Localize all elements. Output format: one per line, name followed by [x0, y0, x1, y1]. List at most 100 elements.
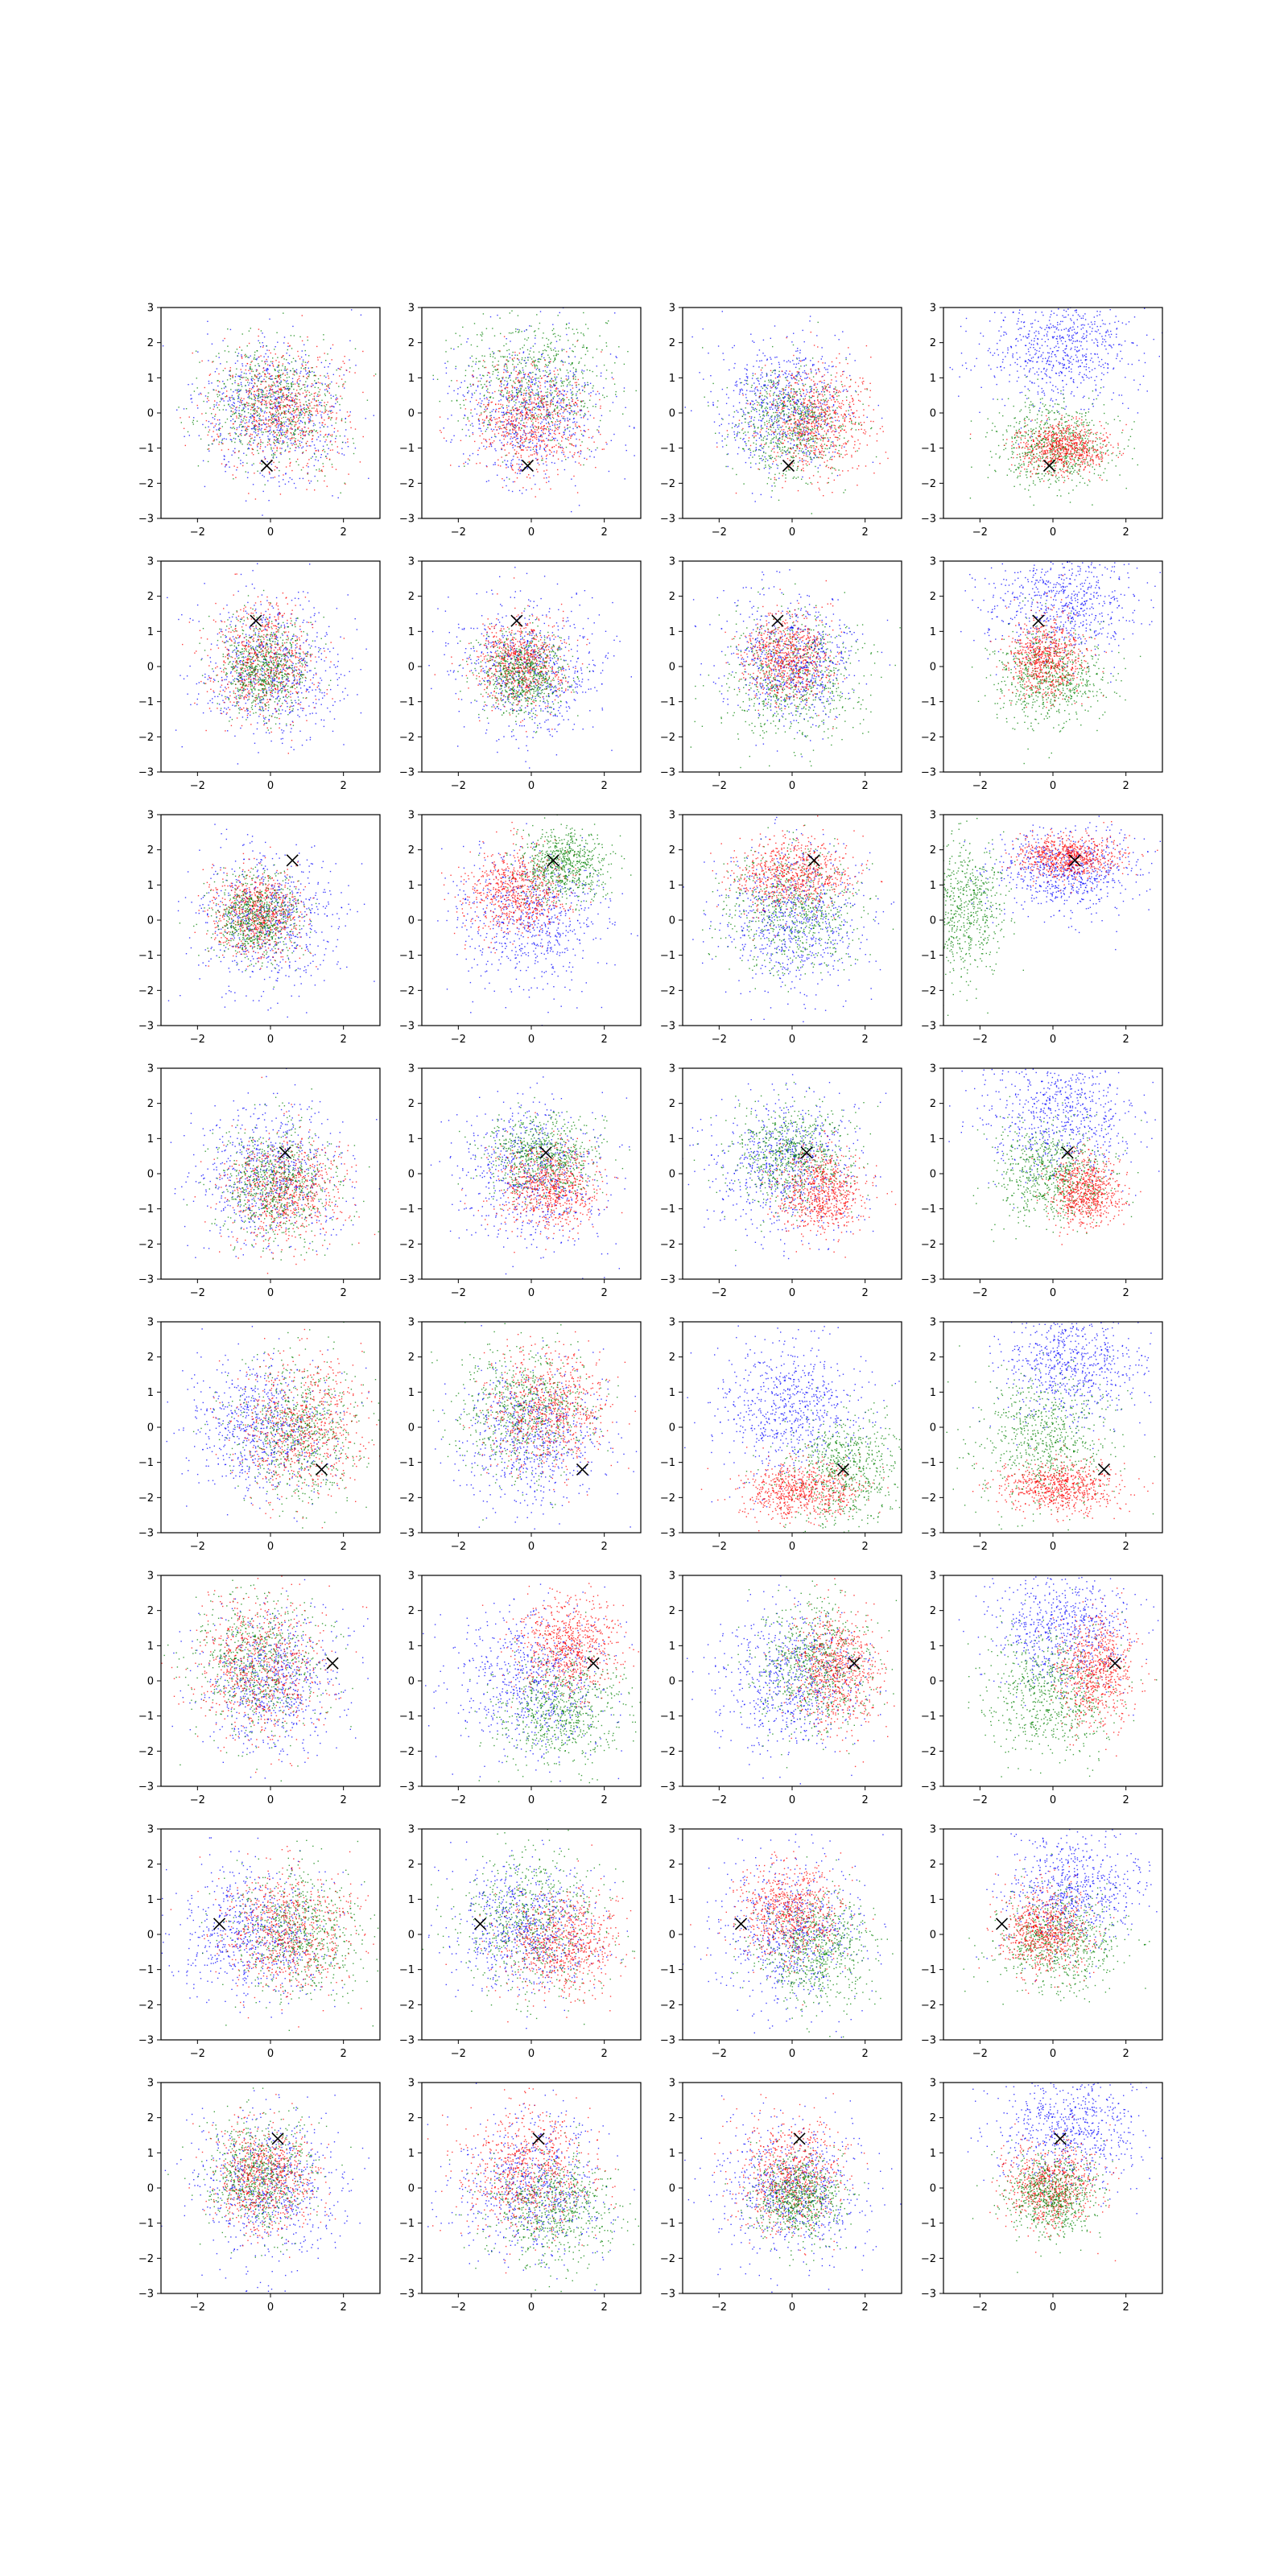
scatter-point [503, 445, 504, 446]
scatter-point [526, 426, 527, 427]
scatter-point [556, 428, 557, 429]
scatter-point [761, 404, 762, 405]
scatter-point [767, 388, 768, 389]
scatter-point [470, 384, 471, 385]
scatter-point [703, 328, 704, 329]
scatter-point [295, 447, 296, 448]
scatter-point [547, 346, 548, 347]
scatter-point [264, 423, 265, 424]
scatter-point [249, 419, 250, 420]
scatter-point [467, 387, 468, 388]
scatter-point [574, 454, 575, 455]
scatter-point [818, 433, 819, 434]
scatter-point [265, 429, 266, 430]
scatter-point [600, 434, 601, 435]
scatter-point [540, 416, 541, 417]
scatter-point [526, 411, 527, 412]
scatter-point [624, 364, 625, 365]
scatter-point [761, 436, 762, 437]
scatter-point [783, 415, 784, 416]
scatter-point [478, 402, 479, 403]
scatter-point [503, 431, 504, 432]
scatter-point [248, 370, 249, 371]
scatter-point [728, 466, 729, 467]
scatter-point [540, 311, 541, 312]
scatter-point [561, 415, 562, 416]
scatter-point [284, 411, 285, 412]
scatter-point [572, 376, 573, 377]
scatter-point [258, 328, 259, 329]
scatter-point [239, 415, 240, 416]
scatter-point [757, 354, 758, 355]
scatter-point [595, 449, 596, 450]
scatter-point [477, 386, 478, 387]
scatter-point [208, 431, 209, 432]
scatter-point [755, 408, 756, 409]
scatter-point [283, 434, 284, 435]
scatter-point [539, 417, 540, 418]
scatter-point [520, 415, 521, 416]
scatter-point [269, 473, 270, 474]
scatter-point [544, 395, 545, 396]
scatter-point [278, 442, 279, 443]
scatter-point [322, 424, 323, 425]
scatter-point [573, 373, 574, 374]
scatter-point [465, 424, 466, 425]
scatter-point [492, 351, 493, 352]
scatter-point [276, 420, 277, 421]
scatter-point [591, 437, 592, 438]
scatter-point [809, 320, 810, 321]
scatter-point [544, 450, 545, 451]
scatter-point [294, 370, 295, 371]
scatter-point [242, 365, 243, 366]
scatter-point [559, 405, 560, 406]
scatter-point [778, 405, 779, 406]
scatter-point [261, 376, 262, 377]
scatter-point [555, 355, 556, 356]
scatter-point [336, 397, 337, 398]
scatter-point [308, 403, 309, 404]
scatter-point [263, 345, 264, 346]
scatter-point [554, 374, 555, 375]
scatter-point [278, 440, 279, 441]
scatter-point [260, 420, 261, 421]
scatter-point [247, 426, 248, 427]
scatter-point [287, 426, 288, 427]
scatter-point [264, 412, 265, 413]
scatter-point [264, 404, 265, 405]
scatter-point [481, 400, 482, 401]
scatter-point [272, 450, 273, 451]
scatter-point [348, 473, 349, 474]
scatter-point [257, 296, 258, 297]
scatter-point [265, 374, 266, 375]
scatter-point [543, 440, 544, 441]
scatter-point [810, 360, 811, 361]
scatter-point [307, 409, 308, 410]
scatter-point [753, 382, 754, 383]
scatter-point [241, 382, 242, 383]
scatter-point [506, 350, 507, 351]
scatter-point [515, 331, 516, 332]
scatter-point [276, 457, 277, 458]
scatter-point [756, 449, 757, 450]
scatter-point [744, 384, 745, 385]
scatter-point [283, 342, 284, 343]
scatter-point [573, 367, 574, 368]
scatter-point [275, 393, 276, 394]
scatter-point [296, 301, 297, 302]
scatter-point [262, 394, 263, 395]
scatter-point [578, 426, 579, 427]
scatter-point [750, 455, 751, 456]
scatter-point [530, 398, 531, 399]
scatter-point [548, 439, 549, 440]
scatter-point [736, 410, 737, 411]
scatter-point [264, 388, 265, 389]
scatter-point [583, 333, 584, 334]
scatter-point [517, 374, 518, 375]
scatter-point [580, 430, 581, 431]
scatter-point [493, 440, 494, 441]
scatter-point [533, 475, 534, 476]
scatter-point [567, 428, 568, 429]
scatter-point [807, 413, 808, 414]
scatter-point [279, 452, 280, 453]
